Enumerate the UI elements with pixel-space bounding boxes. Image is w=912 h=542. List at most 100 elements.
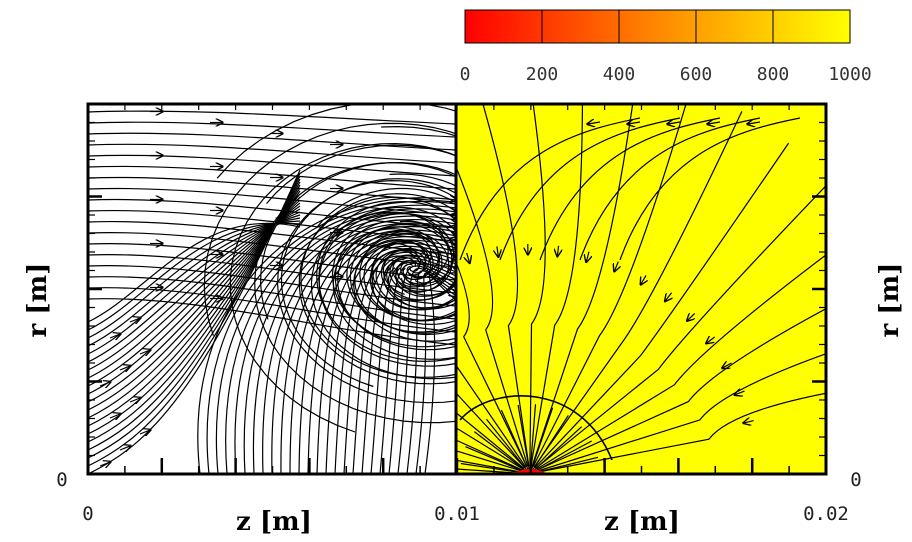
streamline <box>88 132 456 151</box>
streamline <box>252 220 456 474</box>
streamline <box>88 208 301 371</box>
streamline-arrow <box>707 337 716 343</box>
streamline-arrow <box>119 366 130 370</box>
axis-ticks <box>88 104 826 474</box>
streamline-arrow <box>99 382 110 386</box>
streamline <box>206 200 456 474</box>
streamline <box>388 265 456 474</box>
streamline <box>88 222 301 331</box>
colorbar-dividers <box>541 10 774 43</box>
streamline <box>88 198 456 229</box>
streamline <box>473 431 528 473</box>
streamline-arrow <box>467 252 470 263</box>
streamline <box>459 395 613 461</box>
streamline <box>88 211 301 363</box>
colorbar-gradient <box>464 9 851 44</box>
streamline <box>530 407 554 471</box>
colorbar-tick-label: 600 <box>680 64 713 85</box>
streamline-arrow <box>109 334 120 338</box>
streamline <box>88 154 456 177</box>
streamline <box>424 274 456 474</box>
streamline-arrow <box>497 246 498 256</box>
left-panel-streamlines <box>88 104 456 474</box>
streamline <box>537 392 826 473</box>
y-axis-title-right: r [m] <box>875 263 905 338</box>
streamline <box>88 110 456 125</box>
streamline <box>88 187 301 427</box>
x-axis-title-right: z [m] <box>604 507 680 537</box>
streamline <box>280 229 456 474</box>
streamline <box>234 211 456 474</box>
streamline <box>280 178 456 388</box>
streamline <box>88 254 456 294</box>
streamline-arrow <box>628 122 641 124</box>
streamline-arrow <box>139 350 150 354</box>
streamline <box>529 104 546 467</box>
streamline <box>88 243 456 281</box>
streamline <box>88 184 301 435</box>
streamline-arrow <box>129 398 140 402</box>
streamline <box>533 456 599 474</box>
streamline <box>88 176 456 203</box>
streamline <box>379 262 456 474</box>
streamline-arrow <box>109 414 120 418</box>
streamline <box>88 190 301 419</box>
streamline <box>316 242 456 474</box>
streamline <box>539 117 721 261</box>
streamline <box>352 254 456 474</box>
streamline <box>533 111 743 468</box>
streamline <box>533 440 592 473</box>
streamline <box>88 165 456 190</box>
streamline-arrow <box>588 122 601 124</box>
streamline-arrow <box>586 251 589 262</box>
streamline <box>619 117 801 261</box>
colorbar-labels: 0 200 400 600 800 1000 <box>460 64 872 85</box>
streamline <box>88 220 301 339</box>
streamline <box>530 104 584 467</box>
streamline <box>88 287 456 333</box>
y-tick-label-right-0: 0 <box>850 469 861 491</box>
streamline <box>531 415 569 472</box>
streamline <box>289 232 456 474</box>
streamline-arrow <box>557 245 558 256</box>
streamline <box>243 215 456 474</box>
streamline <box>500 409 529 471</box>
streamline <box>517 404 530 471</box>
streamline <box>397 267 456 474</box>
right-panel-streamlines <box>456 104 826 474</box>
colorbar-tick-label: 0 <box>460 64 471 85</box>
streamline <box>536 308 826 471</box>
y-axis-title-left: r [m] <box>23 263 53 338</box>
colorbar-tick-label: 400 <box>603 64 636 85</box>
streamline <box>459 117 641 261</box>
streamline <box>349 173 456 334</box>
streamline <box>537 353 826 472</box>
streamline-arrow <box>668 122 681 124</box>
streamline <box>88 202 301 387</box>
colorbar-tick-label: 800 <box>757 64 790 85</box>
streamline <box>88 205 301 379</box>
streamline <box>456 165 529 467</box>
streamline-arrow <box>744 421 754 423</box>
streamline <box>88 172 301 467</box>
streamline <box>88 187 456 216</box>
streamline <box>456 260 528 467</box>
streamline-arrow <box>748 122 761 124</box>
streamline-arrow <box>129 318 140 322</box>
streamline <box>532 426 583 472</box>
colorbar: 0 200 400 600 800 1000 <box>460 9 872 85</box>
streamline <box>486 418 528 472</box>
streamline <box>88 175 301 459</box>
streamline <box>88 193 301 411</box>
streamline <box>534 142 790 469</box>
streamline-arrow <box>708 122 721 124</box>
streamline-arrow <box>641 275 646 284</box>
streamline <box>482 104 530 467</box>
streamline-arrow <box>735 391 745 395</box>
right-panel-background <box>456 104 826 474</box>
colorbar-tick-label: 200 <box>526 64 559 85</box>
streamline <box>415 272 456 474</box>
x-tick-label-0.01: 0.01 <box>434 503 480 525</box>
streamline-arrow <box>139 430 150 434</box>
